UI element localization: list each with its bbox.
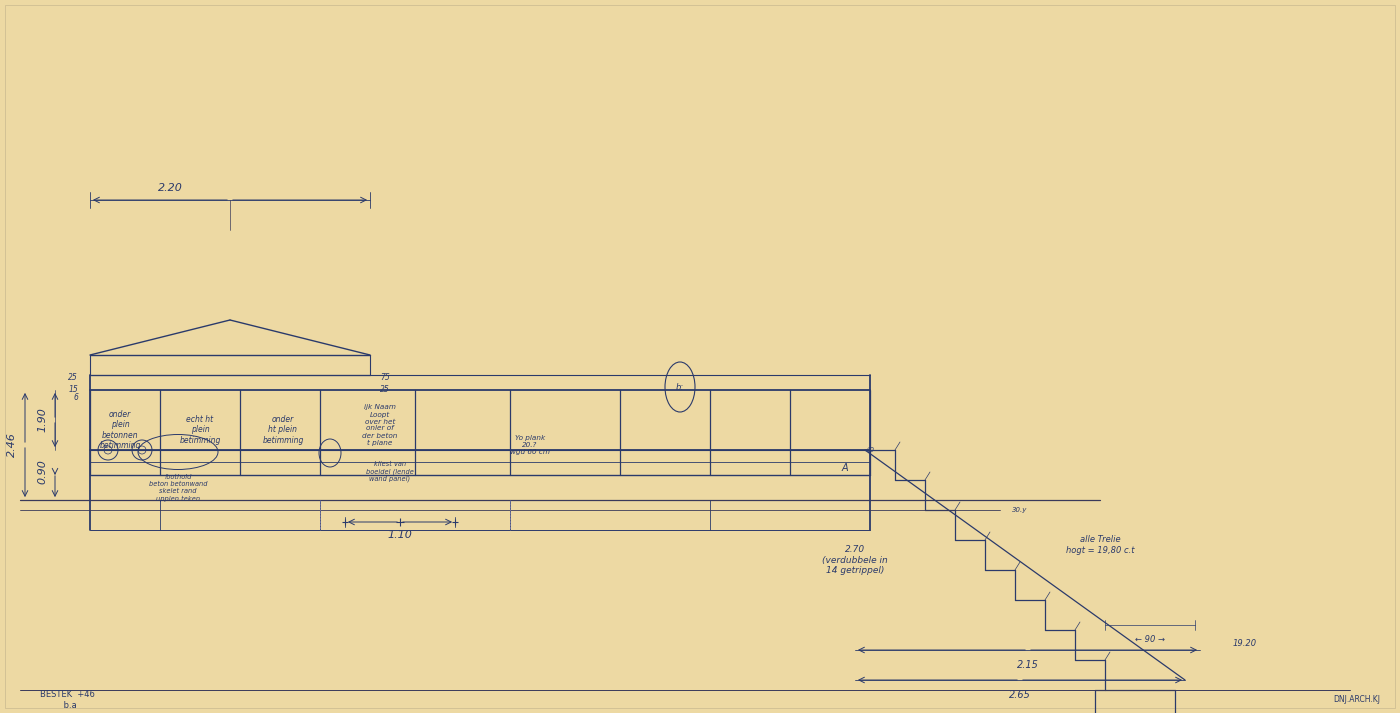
Text: 2.15: 2.15: [1016, 660, 1039, 670]
Text: A: A: [841, 463, 848, 473]
Text: 2.20: 2.20: [158, 183, 182, 193]
Text: alle Trelie
hogt = 19,80 c.t: alle Trelie hogt = 19,80 c.t: [1065, 535, 1134, 555]
Text: onder
plein
betonnen
betimming: onder plein betonnen betimming: [99, 410, 140, 450]
Text: 1.90: 1.90: [36, 408, 48, 433]
Text: 40: 40: [865, 447, 875, 453]
Text: Yo plank
20.?
wgd 60 cm: Yo plank 20.? wgd 60 cm: [510, 435, 550, 455]
Text: 25: 25: [379, 386, 389, 394]
Text: 1.10: 1.10: [388, 530, 413, 540]
Text: b:: b:: [676, 382, 685, 391]
Text: 2.46: 2.46: [7, 433, 17, 458]
Text: 2.65: 2.65: [1009, 690, 1030, 700]
Text: foothold
beton betonwand
skelet rand
upplen teken: foothold beton betonwand skelet rand upp…: [148, 474, 207, 501]
Text: 75: 75: [379, 374, 389, 382]
Text: DNJ.ARCH.KJ: DNJ.ARCH.KJ: [1333, 695, 1380, 704]
Text: echt ht
plein
betimming: echt ht plein betimming: [179, 415, 221, 445]
Text: 25: 25: [69, 374, 78, 382]
Text: BESTEK  +46
         b.a: BESTEK +46 b.a: [41, 690, 95, 709]
Text: ← 90 →: ← 90 →: [1135, 635, 1165, 645]
Text: ijk Naam
Loopt
over het
onler of
der beton
t plane: ijk Naam Loopt over het onler of der bet…: [363, 404, 398, 446]
Text: 30.y: 30.y: [1012, 507, 1028, 513]
Text: onder
ht plein
betimming: onder ht plein betimming: [262, 415, 304, 445]
Text: 6: 6: [73, 394, 78, 403]
Text: 2.70
(verdubbele in
14 getrippel): 2.70 (verdubbele in 14 getrippel): [822, 545, 888, 575]
Text: 19.20: 19.20: [1233, 639, 1257, 647]
Text: 15: 15: [69, 386, 78, 394]
Text: kliest van
boeidel (lende
wand panel): kliest van boeidel (lende wand panel): [365, 461, 414, 483]
Text: 0.90: 0.90: [36, 460, 48, 484]
